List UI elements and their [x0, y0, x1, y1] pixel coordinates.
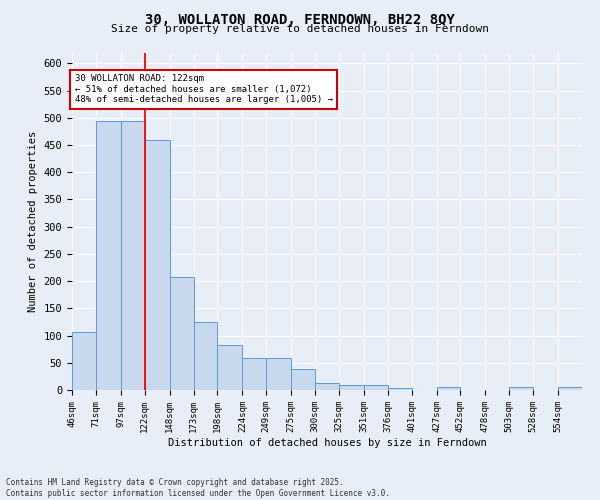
- Bar: [121, 120, 145, 390]
- X-axis label: Distribution of detached houses by size in Ferndown: Distribution of detached houses by size …: [167, 438, 487, 448]
- Bar: [170, 277, 194, 390]
- Bar: [242, 358, 266, 390]
- Bar: [388, 388, 412, 390]
- Bar: [509, 388, 533, 390]
- Text: Contains HM Land Registry data © Crown copyright and database right 2025.
Contai: Contains HM Land Registry data © Crown c…: [6, 478, 390, 498]
- Text: 30, WOLLATON ROAD, FERNDOWN, BH22 8QY: 30, WOLLATON ROAD, FERNDOWN, BH22 8QY: [145, 12, 455, 26]
- Bar: [339, 384, 364, 390]
- Bar: [315, 383, 339, 390]
- Bar: [217, 345, 242, 390]
- Bar: [364, 384, 388, 390]
- Bar: [72, 332, 96, 390]
- Bar: [96, 120, 121, 390]
- Bar: [194, 322, 217, 390]
- Text: 30 WOLLATON ROAD: 122sqm
← 51% of detached houses are smaller (1,072)
48% of sem: 30 WOLLATON ROAD: 122sqm ← 51% of detach…: [74, 74, 332, 104]
- Text: Size of property relative to detached houses in Ferndown: Size of property relative to detached ho…: [111, 24, 489, 34]
- Bar: [437, 388, 460, 390]
- Bar: [266, 358, 291, 390]
- Bar: [145, 140, 170, 390]
- Bar: [558, 388, 582, 390]
- Y-axis label: Number of detached properties: Number of detached properties: [28, 130, 38, 312]
- Bar: [291, 370, 315, 390]
